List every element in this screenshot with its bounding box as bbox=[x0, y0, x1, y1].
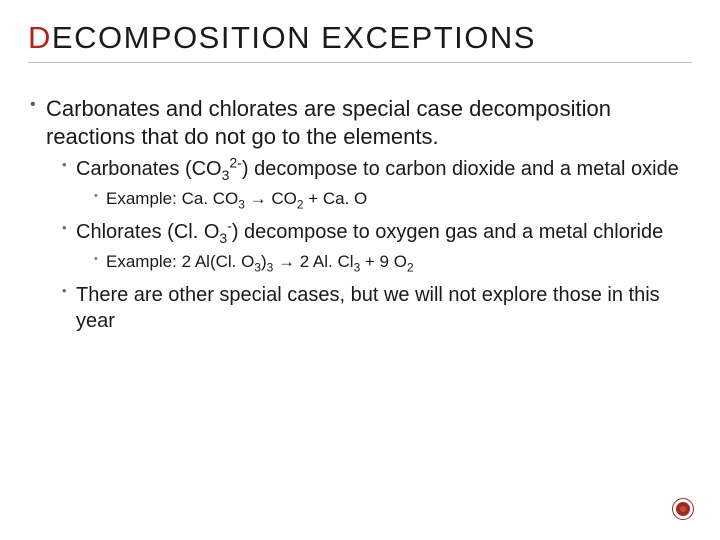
lvl2-item: Carbonates (CO 3 2-) decompose to carbon d… bbox=[60, 156, 692, 211]
title-first-letter: D bbox=[28, 20, 52, 55]
sub: 3 bbox=[238, 197, 245, 211]
title-divider bbox=[28, 62, 692, 63]
target-ring-inner bbox=[680, 506, 686, 512]
sub: 2 bbox=[407, 260, 414, 274]
sub: 3 bbox=[254, 260, 261, 274]
t: Carbonates (CO bbox=[76, 158, 222, 180]
title-rest: ECOMPOSITION EXCEPTIONS bbox=[52, 20, 536, 55]
bullet-list-lvl2: Carbonates (CO 3 2-) decompose to carbon d… bbox=[60, 156, 692, 334]
t: → 2 Al. Cl bbox=[273, 252, 353, 271]
lvl3-item: Example: 2 Al(Cl. O3)3 → 2 Al. Cl3 + 9 O… bbox=[92, 251, 692, 274]
lvl2-item: There are other special cases, but we wi… bbox=[60, 282, 692, 334]
sub: 3 bbox=[219, 230, 227, 246]
lvl1-text: Carbonates and chlorates are special cas… bbox=[46, 96, 611, 149]
t: ) decompose to oxygen gas and a metal ch… bbox=[232, 221, 663, 243]
t: ) decompose to carbon dioxide and a meta… bbox=[242, 158, 679, 180]
t: + Ca. O bbox=[303, 189, 367, 208]
t: Example: 2 Al(Cl. O bbox=[106, 252, 254, 271]
t: → CO bbox=[245, 189, 297, 208]
t: Chlorates (Cl. O bbox=[76, 221, 219, 243]
lvl3-item: Example: Ca. CO3 → CO2 + Ca. O bbox=[92, 188, 692, 211]
slide-container: DECOMPOSITION EXCEPTIONS Carbonates and … bbox=[0, 0, 720, 540]
lvl2-text: There are other special cases, but we wi… bbox=[76, 284, 660, 332]
bullet-list-lvl3: Example: Ca. CO3 → CO2 + Ca. O bbox=[92, 188, 692, 211]
lvl1-item: Carbonates and chlorates are special cas… bbox=[28, 95, 692, 334]
t: Example: Ca. CO bbox=[106, 189, 238, 208]
t: + 9 O bbox=[360, 252, 407, 271]
lvl2-item: Chlorates (Cl. O3-) decompose to oxygen … bbox=[60, 219, 692, 274]
slide-title: DECOMPOSITION EXCEPTIONS bbox=[28, 20, 692, 56]
target-icon bbox=[672, 498, 694, 520]
bullet-list-lvl1: Carbonates and chlorates are special cas… bbox=[28, 95, 692, 334]
bullet-list-lvl3: Example: 2 Al(Cl. O3)3 → 2 Al. Cl3 + 9 O… bbox=[92, 251, 692, 274]
sup: 2- bbox=[229, 154, 241, 170]
